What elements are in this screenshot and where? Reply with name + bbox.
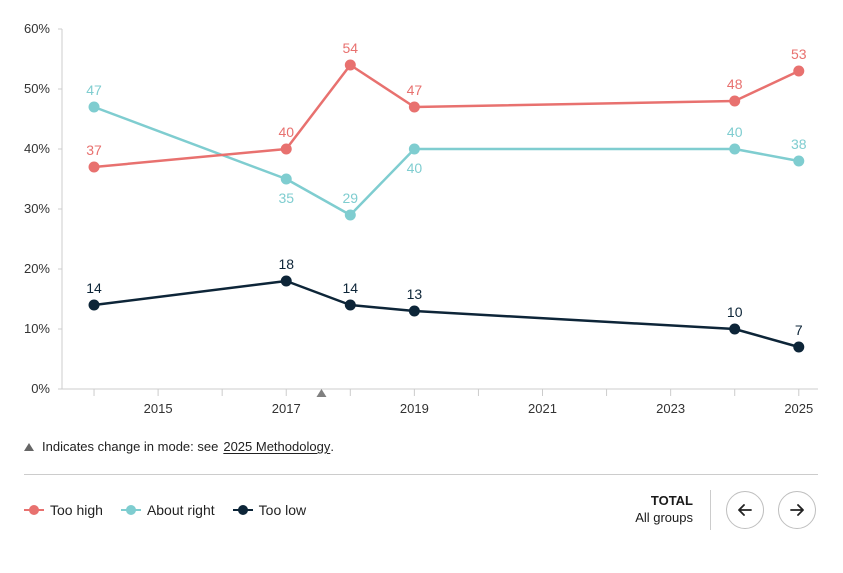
- data-point-too-high: [729, 95, 741, 107]
- data-point-about-right: [793, 155, 805, 167]
- data-label-about-right: 38: [791, 136, 807, 152]
- data-point-too-low: [793, 341, 805, 353]
- data-label-too-high: 53: [791, 46, 807, 62]
- mode-change-note: Indicates change in mode: see 2025 Metho…: [24, 439, 334, 454]
- group-selector: TOTAL All groups: [635, 492, 693, 526]
- arrow-left-icon: [738, 504, 752, 516]
- note-text: Indicates change in mode: see: [42, 439, 219, 454]
- data-label-about-right: 47: [86, 82, 102, 98]
- y-tick-label: 0%: [31, 381, 50, 396]
- legend-item-too-high[interactable]: Too high: [24, 502, 103, 518]
- data-label-about-right: 29: [343, 190, 359, 206]
- divider: [24, 474, 818, 475]
- data-point-too-high: [344, 59, 356, 71]
- legend-label-too-low: Too low: [258, 502, 307, 518]
- legend-dot-too-high: [29, 505, 39, 515]
- x-tick-label: 2017: [272, 401, 301, 416]
- data-label-too-high: 48: [727, 76, 743, 92]
- note-end: .: [330, 439, 334, 454]
- arrow-right-icon: [790, 504, 804, 516]
- data-label-too-low: 18: [278, 256, 294, 272]
- x-tick-label: 2021: [528, 401, 557, 416]
- data-point-too-low: [344, 299, 356, 311]
- data-point-too-low: [408, 305, 420, 317]
- data-point-too-low: [280, 275, 292, 287]
- legend-dot-about-right: [125, 505, 136, 515]
- legend-item-about-right[interactable]: About right: [120, 502, 215, 518]
- data-label-too-high: 47: [407, 82, 423, 98]
- x-tick-label: 2015: [144, 401, 173, 416]
- next-group-button[interactable]: [778, 491, 816, 529]
- legend-label-too-high: Too high: [50, 502, 103, 518]
- data-point-about-right: [280, 173, 292, 185]
- series-line-too-high: [93, 63, 800, 169]
- methodology-link[interactable]: 2025 Methodology: [223, 439, 331, 454]
- line-chart: 0% 10% 20% 30% 40% 50% 60% 2015 2017 2019 2021 2023…: [24, 21, 818, 416]
- data-label-too-low: 14: [86, 280, 102, 296]
- legend-item-too-low[interactable]: Too low: [232, 502, 307, 518]
- y-tick-label: 10%: [24, 321, 50, 336]
- data-label-too-low: 13: [407, 286, 423, 302]
- y-tick-label: 30%: [24, 201, 50, 216]
- data-point-too-high: [408, 101, 420, 113]
- legend-dot-too-low: [237, 505, 248, 515]
- y-tick-label: 20%: [24, 261, 50, 276]
- x-tick-label: 2019: [400, 401, 429, 416]
- x-tick-label: 2023: [656, 401, 685, 416]
- data-point-too-high: [793, 65, 805, 77]
- mode-change-triangle-icon: [24, 442, 34, 451]
- data-label-too-high: 37: [86, 142, 102, 158]
- data-label-too-high: 54: [343, 40, 359, 56]
- data-point-too-high: [88, 161, 100, 173]
- mode-change-marker-icon: [316, 389, 327, 397]
- legend-swatch-about-right: [120, 504, 141, 516]
- legend-label-about-right: About right: [146, 502, 215, 518]
- series-line-too-low: [93, 279, 800, 349]
- previous-group-button[interactable]: [726, 491, 764, 529]
- legend-swatch-too-high: [24, 504, 44, 516]
- data-label-too-low: 7: [795, 322, 803, 338]
- y-tick-label: 40%: [24, 141, 50, 156]
- group-title: TOTAL: [650, 493, 693, 508]
- data-point-too-low: [729, 323, 741, 335]
- data-point-about-right: [344, 209, 356, 221]
- data-point-about-right: [729, 143, 741, 155]
- data-point-about-right: [88, 101, 100, 113]
- data-label-too-low: 14: [343, 280, 359, 296]
- data-label-about-right: 40: [727, 124, 743, 140]
- vertical-separator: [710, 490, 711, 530]
- data-label-about-right: 40: [407, 160, 423, 176]
- data-label-about-right: 35: [278, 190, 294, 206]
- y-tick-label: 50%: [24, 81, 50, 96]
- data-point-about-right: [408, 143, 420, 155]
- data-point-too-high: [280, 143, 292, 155]
- series-line-about-right: [93, 105, 800, 217]
- legend-swatch-too-low: [232, 504, 253, 516]
- data-label-too-low: 10: [727, 304, 743, 320]
- y-tick-label: 60%: [24, 21, 50, 36]
- group-subtitle: All groups: [635, 510, 693, 525]
- data-label-too-high: 40: [278, 124, 294, 140]
- x-tick-label: 2025: [784, 401, 813, 416]
- legend: Too high About right Too low: [24, 502, 306, 518]
- data-point-too-low: [88, 299, 100, 311]
